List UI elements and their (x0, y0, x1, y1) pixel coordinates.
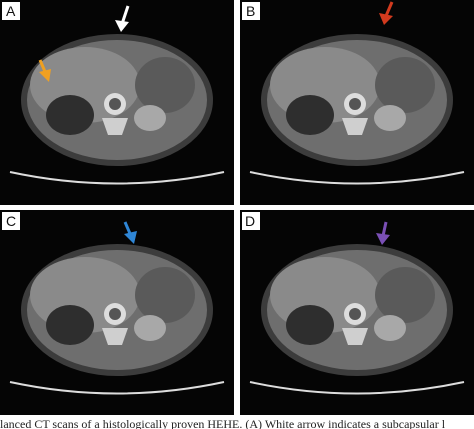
panel-label: D (245, 213, 255, 229)
caption: lanced CT scans of a histologically prov… (0, 417, 446, 429)
label-box (242, 212, 260, 230)
arrows (38, 1, 394, 245)
label-box (2, 212, 20, 230)
panel-label: A (6, 3, 16, 19)
label-box (2, 2, 20, 20)
panel-c (0, 209, 235, 416)
panel-d (239, 209, 474, 416)
label-box (242, 2, 260, 20)
panel-label: B (246, 3, 255, 19)
panel-label: C (6, 213, 16, 229)
panel-a (0, 0, 235, 206)
panel-b (239, 0, 474, 206)
